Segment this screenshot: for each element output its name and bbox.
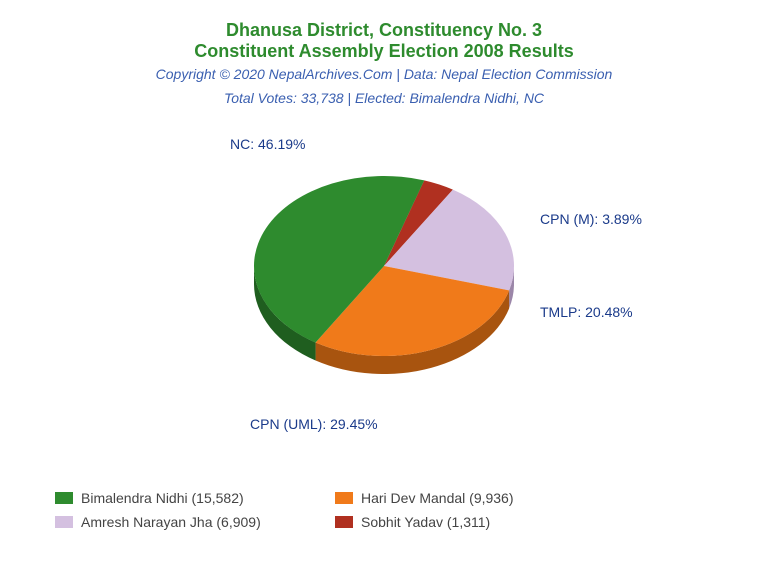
pie-chart xyxy=(254,166,514,401)
chart-area: NC: 46.19% CPN (UML): 29.45% TMLP: 20.48… xyxy=(0,106,768,446)
legend-item: Bimalendra Nidhi (15,582) xyxy=(55,490,315,506)
legend-label: Amresh Narayan Jha (6,909) xyxy=(81,514,261,530)
chart-totals: Total Votes: 33,738 | Elected: Bimalendr… xyxy=(0,90,768,106)
legend: Bimalendra Nidhi (15,582) Hari Dev Manda… xyxy=(55,490,595,530)
legend-swatch xyxy=(335,492,353,504)
legend-item: Sobhit Yadav (1,311) xyxy=(335,514,595,530)
slice-label-cpnm: CPN (M): 3.89% xyxy=(540,211,642,227)
slice-label-nc: NC: 46.19% xyxy=(230,136,305,152)
legend-label: Sobhit Yadav (1,311) xyxy=(361,514,490,530)
slice-label-uml: CPN (UML): 29.45% xyxy=(250,416,378,432)
legend-swatch xyxy=(335,516,353,528)
legend-swatch xyxy=(55,492,73,504)
legend-label: Hari Dev Mandal (9,936) xyxy=(361,490,514,506)
slice-label-tmlp: TMLP: 20.48% xyxy=(540,304,633,320)
legend-item: Hari Dev Mandal (9,936) xyxy=(335,490,595,506)
chart-subtitle: Copyright © 2020 NepalArchives.Com | Dat… xyxy=(0,66,768,82)
legend-label: Bimalendra Nidhi (15,582) xyxy=(81,490,244,506)
title-block: Dhanusa District, Constituency No. 3 Con… xyxy=(0,0,768,106)
legend-item: Amresh Narayan Jha (6,909) xyxy=(55,514,315,530)
legend-swatch xyxy=(55,516,73,528)
chart-title-line2: Constituent Assembly Election 2008 Resul… xyxy=(0,41,768,62)
chart-title-line1: Dhanusa District, Constituency No. 3 xyxy=(0,20,768,41)
